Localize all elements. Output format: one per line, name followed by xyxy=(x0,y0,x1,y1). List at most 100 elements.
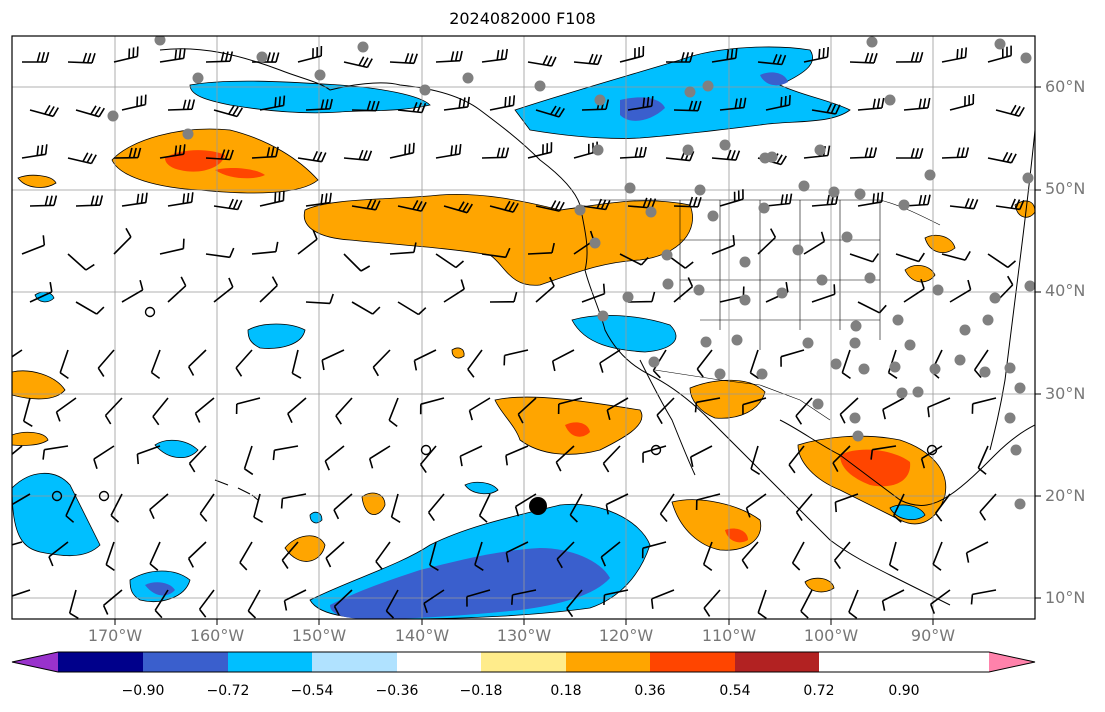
station-marker xyxy=(662,278,674,290)
wind-barb xyxy=(895,51,924,63)
station-marker xyxy=(932,284,944,296)
wind-barb xyxy=(757,589,767,619)
wind-barb xyxy=(832,445,851,472)
station-marker xyxy=(256,51,268,63)
station-marker xyxy=(792,244,804,256)
wind-barb xyxy=(325,541,345,568)
station-marker xyxy=(756,368,768,380)
wind-barb xyxy=(12,493,31,516)
wind-barb xyxy=(59,349,69,380)
station-marker xyxy=(589,237,601,249)
wind-barb xyxy=(566,589,583,618)
negative-core-gulf-alaska-2 xyxy=(760,72,788,86)
wind-barb xyxy=(459,445,483,467)
wind-barb xyxy=(803,145,831,159)
station-marker xyxy=(830,358,842,370)
wind-barb xyxy=(478,493,491,523)
negative-region-aleutian xyxy=(189,80,431,114)
station-marker xyxy=(731,334,743,346)
wind-barb xyxy=(235,397,261,415)
station-marker xyxy=(850,320,862,332)
wind-barb xyxy=(199,493,215,522)
wind-barb xyxy=(695,493,721,511)
wind-barb xyxy=(205,51,234,63)
wind-barb xyxy=(803,47,829,63)
wind-barb xyxy=(188,445,207,473)
wind-barb xyxy=(335,397,353,425)
wind-barb xyxy=(619,253,649,266)
wind-barb xyxy=(29,104,59,118)
wind-barb xyxy=(573,53,603,66)
wind-barb xyxy=(351,199,381,211)
negative-region-small-1 xyxy=(464,481,499,495)
wind-barb xyxy=(55,397,77,422)
wind-barb xyxy=(673,277,694,303)
wind-barb xyxy=(757,228,777,255)
lon-label: 160°W xyxy=(189,626,245,645)
coastline-baja xyxy=(639,359,696,476)
wind-barb xyxy=(949,279,972,303)
wind-barb xyxy=(159,144,186,159)
wind-barb xyxy=(505,541,529,563)
wind-barb xyxy=(205,247,235,259)
station-marker xyxy=(989,292,1001,304)
lon-label: 110°W xyxy=(701,626,757,645)
calm-marker xyxy=(650,444,662,456)
colorbar-outline xyxy=(11,651,1036,673)
wind-barb xyxy=(29,195,58,207)
colorbar-tick-label: −0.54 xyxy=(290,683,334,699)
lon-label: 170°W xyxy=(87,626,143,645)
negative-region-gulf-alaska xyxy=(514,46,851,139)
colorbar-segment xyxy=(481,652,566,672)
wind-barb xyxy=(205,149,234,161)
wind-barb xyxy=(887,349,898,379)
wind-barb xyxy=(973,349,989,379)
wind-barb xyxy=(333,493,353,520)
wind-barb xyxy=(949,93,975,111)
coastline-east xyxy=(989,129,1035,451)
wind-barb xyxy=(941,147,970,159)
wind-barb xyxy=(423,589,445,614)
station-marker xyxy=(898,199,910,211)
wind-barb xyxy=(932,541,943,571)
station-marker xyxy=(1020,52,1032,64)
wind-barb xyxy=(443,201,473,214)
colorbar xyxy=(11,651,1036,673)
calm-marker xyxy=(51,490,63,502)
wind-barb xyxy=(527,142,553,159)
calm-wind-markers xyxy=(51,306,938,502)
wind-barb xyxy=(505,445,529,466)
station-marker xyxy=(574,204,586,216)
station-marker xyxy=(904,339,916,351)
negative-core-south xyxy=(330,548,610,619)
wind-barb xyxy=(941,47,968,63)
wind-barb xyxy=(291,349,302,379)
wind-barb xyxy=(995,104,1025,117)
wind-barb xyxy=(848,589,859,619)
colorbar-tick-label: 0.54 xyxy=(719,683,751,699)
wind-barb xyxy=(213,198,243,211)
wind-barb xyxy=(811,103,841,115)
station-marker xyxy=(682,144,694,156)
wind-barb xyxy=(343,56,373,69)
station-marker xyxy=(766,151,778,163)
wind-barb xyxy=(702,541,713,572)
colorbar-tick-label: 0.72 xyxy=(803,683,835,699)
wind-barb xyxy=(343,149,373,161)
wind-barb xyxy=(795,397,813,425)
wind-barb xyxy=(283,589,307,611)
wind-barb xyxy=(895,148,924,159)
wind-barb xyxy=(581,283,606,303)
wind-barb xyxy=(435,144,462,159)
wind-barb xyxy=(419,397,445,415)
station-marker xyxy=(694,184,706,196)
wind-barb xyxy=(22,397,33,427)
wind-barb xyxy=(75,301,105,315)
wind-barb xyxy=(995,198,1025,211)
wind-barb xyxy=(435,50,463,63)
wind-barb xyxy=(642,445,667,463)
station-marker xyxy=(1004,412,1016,424)
negative-region-small-4 xyxy=(889,504,926,520)
station-marker xyxy=(924,169,936,181)
colorbar-segment xyxy=(143,652,228,672)
